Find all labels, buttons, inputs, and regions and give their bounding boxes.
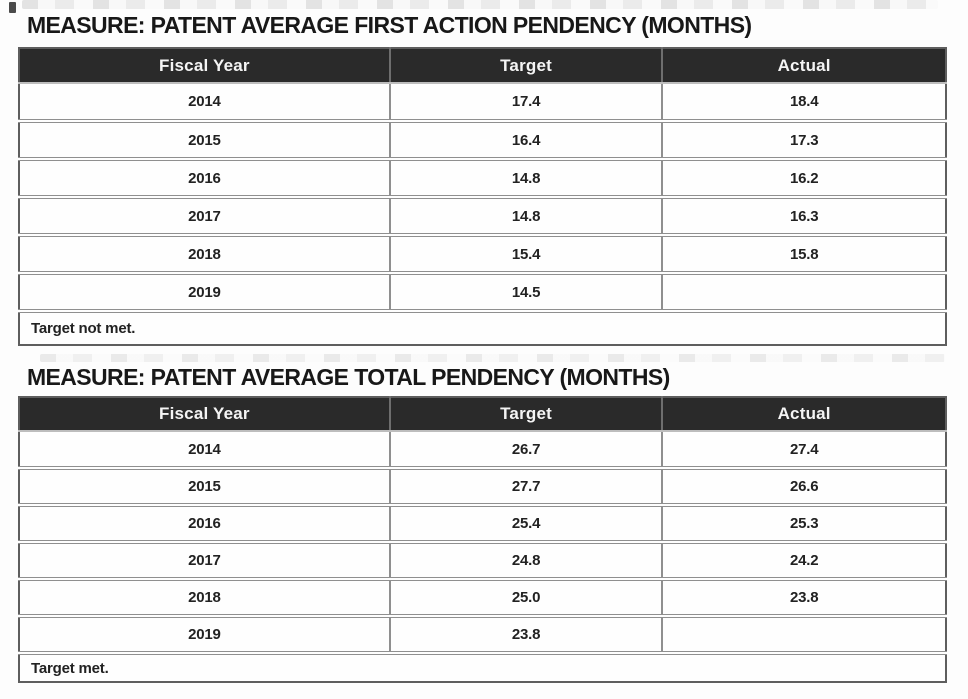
table-row: 2016 25.4 25.3 [19,503,946,542]
table-row: 2018 25.0 23.8 [19,577,946,616]
footnote-target-not-met: Target not met. [19,309,946,345]
column-header-target: Target [388,397,663,432]
target-cell: 23.8 [388,614,663,653]
column-header-target: Target [388,48,663,84]
target-cell: 17.4 [388,83,663,121]
target-cell: 26.7 [388,431,663,468]
target-cell: 14.5 [388,271,663,311]
fiscal-year-cell: 2014 [19,431,390,468]
fiscal-year-cell: 2017 [19,195,390,235]
target-cell: 25.4 [388,503,663,542]
first-action-pendency-table: Fiscal Year Target Actual 2014 17.4 18.4… [18,47,947,346]
actual-cell: 17.3 [661,119,946,159]
actual-cell [661,271,946,311]
fiscal-year-cell: 2019 [19,271,390,311]
actual-cell: 24.2 [661,540,946,579]
actual-cell: 18.4 [661,83,946,121]
actual-cell [661,614,946,653]
fiscal-year-cell: 2019 [19,614,390,653]
total-pendency-table: Fiscal Year Target Actual 2014 26.7 27.4… [18,396,947,683]
fiscal-year-cell: 2016 [19,503,390,542]
target-cell: 15.4 [388,233,663,273]
header-row: Fiscal Year Target Actual [19,48,946,84]
measure-title-first-action-pendency: MEASURE: PATENT AVERAGE FIRST ACTION PEN… [27,12,752,38]
table-row: 2014 26.7 27.4 [19,431,946,468]
fiscal-year-cell: 2016 [19,157,390,197]
header-row: Fiscal Year Target Actual [19,397,946,432]
scan-noise-band-middle [40,354,945,362]
fiscal-year-cell: 2015 [19,466,390,505]
column-header-actual: Actual [661,48,946,84]
fiscal-year-cell: 2018 [19,577,390,616]
actual-cell: 23.8 [661,577,946,616]
table-row: 2016 14.8 16.2 [19,157,946,197]
column-header-fiscal-year: Fiscal Year [19,48,390,84]
table-row: 2015 16.4 17.3 [19,119,946,159]
footnote-row: Target not met. [19,309,946,345]
footnote-target-met: Target met. [19,651,946,682]
column-header-fiscal-year: Fiscal Year [19,397,390,432]
target-cell: 14.8 [388,195,663,235]
target-cell: 27.7 [388,466,663,505]
measure-title-total-pendency: MEASURE: PATENT AVERAGE TOTAL PENDENCY (… [27,364,670,390]
table-row: 2019 14.5 [19,271,946,311]
scan-noise-band-top [22,0,938,9]
actual-cell: 16.3 [661,195,946,235]
target-cell: 16.4 [388,119,663,159]
actual-cell: 26.6 [661,466,946,505]
actual-cell: 27.4 [661,431,946,468]
fiscal-year-cell: 2017 [19,540,390,579]
table-row: 2014 17.4 18.4 [19,83,946,121]
actual-cell: 25.3 [661,503,946,542]
actual-cell: 16.2 [661,157,946,197]
actual-cell: 15.8 [661,233,946,273]
table-row: 2017 24.8 24.2 [19,540,946,579]
fiscal-year-cell: 2014 [19,83,390,121]
fiscal-year-cell: 2015 [19,119,390,159]
column-header-actual: Actual [661,397,946,432]
fiscal-year-cell: 2018 [19,233,390,273]
target-cell: 25.0 [388,577,663,616]
target-cell: 24.8 [388,540,663,579]
table-row: 2015 27.7 26.6 [19,466,946,505]
table-row: 2017 14.8 16.3 [19,195,946,235]
target-cell: 14.8 [388,157,663,197]
table-row: 2018 15.4 15.8 [19,233,946,273]
scan-artifact-mark [9,2,16,13]
footnote-row: Target met. [19,651,946,682]
table-row: 2019 23.8 [19,614,946,653]
